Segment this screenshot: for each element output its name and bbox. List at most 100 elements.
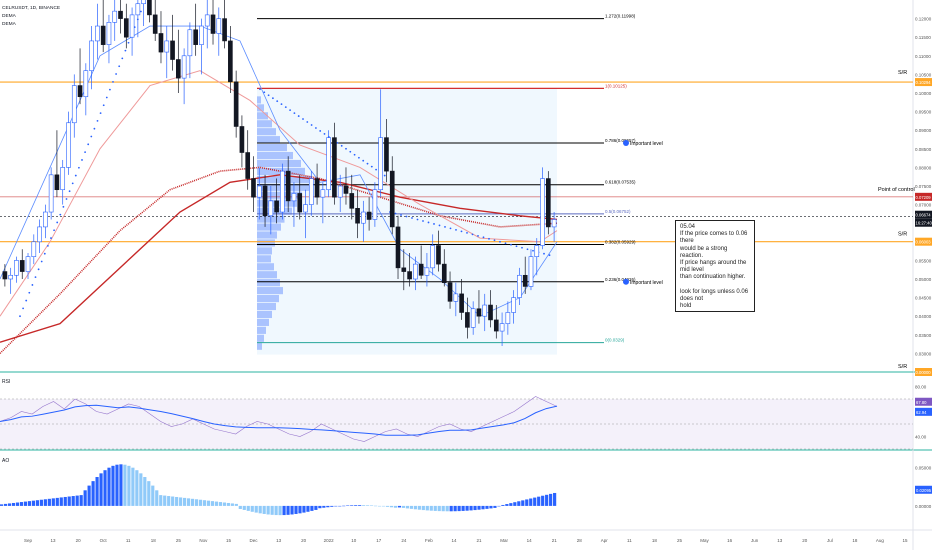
- candle-body: [228, 40, 233, 83]
- candle-body: [320, 189, 326, 198]
- price-tick-label: 0.09000: [915, 128, 932, 133]
- sar-dot: [433, 223, 435, 225]
- note-line: 05.04: [680, 224, 696, 230]
- ao-bar: [445, 505, 449, 512]
- candle-body: [25, 256, 31, 272]
- sar-dot: [19, 315, 21, 318]
- ao-bar: [0, 504, 4, 506]
- candle-body: [274, 200, 279, 213]
- price-tick-label: 0.08000: [915, 165, 932, 170]
- candle-body: [19, 260, 25, 272]
- badge-price-time-bg: [915, 218, 932, 227]
- sar-dot: [56, 221, 59, 224]
- sar-dot: [263, 91, 266, 94]
- candle-body: [123, 18, 129, 38]
- time-tick-label: Apr: [601, 538, 609, 543]
- ao-bar: [19, 502, 24, 506]
- ao-bar: [171, 496, 175, 506]
- sar-dot: [471, 233, 474, 236]
- ao-bar: [186, 498, 191, 506]
- sar-dot: [416, 218, 419, 221]
- ao-bar: [294, 505, 298, 514]
- ao-bar: [59, 497, 63, 506]
- time-tick-label: 25: [176, 538, 182, 543]
- ao-bar: [517, 501, 521, 506]
- price-tick-label: 0.04500: [915, 296, 932, 301]
- sar-dot: [400, 214, 402, 216]
- ao-bar: [393, 505, 398, 508]
- ao-bar: [497, 505, 501, 507]
- ao-bar: [115, 464, 119, 506]
- sar-dot: [289, 109, 291, 112]
- ao-bar: [302, 505, 306, 513]
- ao-bar: [198, 499, 203, 506]
- rsi-badge-2-bg: [915, 407, 932, 416]
- ao-bar: [51, 498, 55, 506]
- ao-bar: [210, 501, 215, 506]
- badge-poc: 0.07209: [916, 195, 932, 200]
- time-tick-label: 2022: [324, 538, 335, 543]
- ao-bar: [27, 501, 32, 506]
- sr-label-mid: S/R: [898, 232, 907, 238]
- candle-body: [181, 55, 187, 79]
- ao-bar: [409, 505, 413, 509]
- trade-note-box[interactable]: 05.04 If the price comes to 0.06 there w…: [675, 220, 755, 312]
- candle-body: [384, 137, 389, 172]
- candle-body: [256, 185, 262, 198]
- ao-bar: [230, 503, 234, 506]
- ema-100-dotted-line: [0, 166, 558, 354]
- sar-dot: [293, 112, 296, 114]
- candle-body: [106, 22, 112, 45]
- candle-body: [308, 178, 314, 205]
- ao-bar: [473, 505, 477, 511]
- sar-dot: [302, 118, 304, 120]
- candle-body: [349, 193, 355, 209]
- candle-body: [337, 185, 343, 198]
- candle-body: [37, 226, 42, 243]
- candle-body: [239, 126, 245, 153]
- volume-profile-bar: [257, 318, 269, 326]
- important-level-label: Important level: [630, 280, 663, 286]
- fib-level-label: 0.786(0.08657): [605, 138, 636, 143]
- sar-dot: [62, 205, 65, 208]
- rsi-ma-line: [0, 404, 558, 436]
- ao-bar: [338, 505, 342, 507]
- rsi-badge-1-bg: [915, 397, 932, 406]
- candle-body: [147, 0, 152, 16]
- sar-dot: [276, 100, 279, 103]
- time-tick-label: Oct: [100, 538, 108, 543]
- price-tick-label: 0.12000: [915, 17, 932, 22]
- candle-body: [129, 14, 135, 38]
- candle-body: [210, 14, 216, 34]
- sar-dot: [90, 135, 93, 138]
- volume-profile-bar: [257, 255, 271, 263]
- candle-body: [303, 204, 308, 213]
- sar-dot: [25, 299, 28, 302]
- ao-bar: [377, 505, 382, 507]
- ao-bar: [103, 470, 107, 506]
- time-tick-label: 28: [577, 538, 583, 543]
- candle-body: [100, 25, 106, 45]
- time-tick-label: 24: [401, 538, 407, 543]
- candle-body: [453, 293, 459, 302]
- candle-body: [482, 304, 488, 317]
- sar-dot: [28, 291, 31, 294]
- volume-profile-bar: [257, 120, 272, 128]
- badge-sr-bottom: 0.00000: [916, 370, 932, 375]
- volume-profile-bar: [257, 342, 262, 350]
- sar-dot: [259, 88, 261, 91]
- ao-tick-label: 0.00000: [915, 504, 932, 509]
- price-tick-label: 0.07500: [915, 184, 932, 189]
- ao-bar: [429, 505, 433, 511]
- price-tick-label: 0.09500: [915, 110, 932, 115]
- legend-ema-1: DEMA: [2, 13, 17, 19]
- ao-bar: [91, 481, 95, 506]
- ao-bar: [493, 505, 497, 508]
- ao-bar: [441, 505, 445, 512]
- time-tick-label: 11: [126, 538, 131, 543]
- candle-body: [332, 137, 337, 198]
- ao-bar: [306, 505, 310, 512]
- sar-dot: [40, 260, 43, 263]
- fib-level-label: 0.618(0.07535): [605, 180, 636, 185]
- time-tick-label: 11: [627, 538, 632, 543]
